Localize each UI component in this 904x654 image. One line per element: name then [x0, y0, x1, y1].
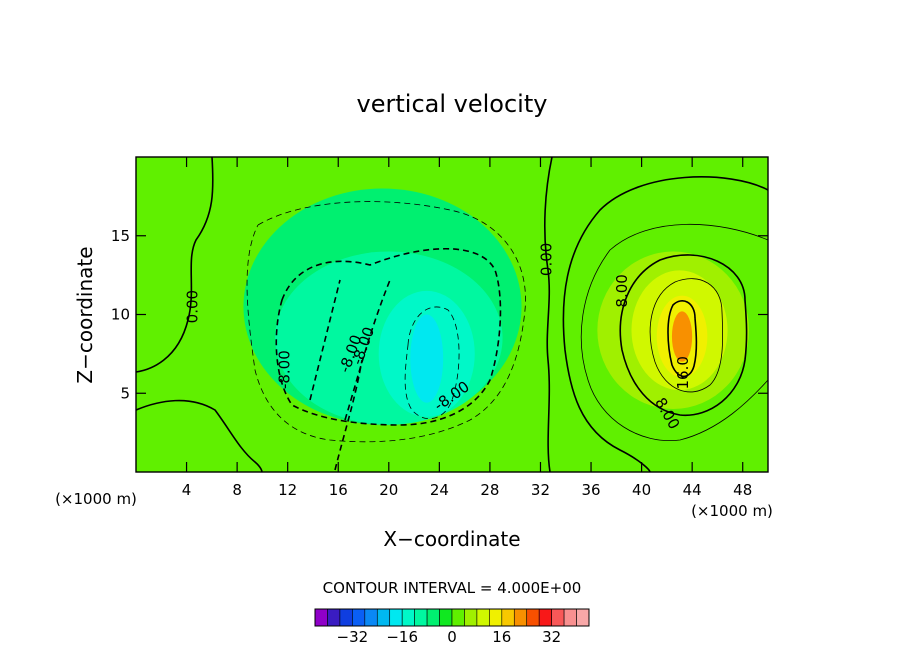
colorbar-swatch	[451, 608, 465, 627]
zero-contour-right	[562, 176, 768, 472]
negative-12-contour	[404, 306, 460, 420]
x-tick-label: 40	[632, 481, 651, 499]
x-tick-label: 28	[480, 481, 499, 499]
colorbar-swatch	[389, 608, 403, 627]
region-downdraft-16	[410, 314, 444, 403]
x-tick-label: 12	[278, 481, 297, 499]
negative-8-streak-1	[309, 279, 341, 401]
negative-8-streak-3	[334, 359, 363, 471]
colorbar-tick-label: −16	[386, 628, 418, 646]
x-axis-label: X−coordinate	[383, 527, 520, 551]
colorbar-tick-labels: −32 −16 0 16 32	[337, 628, 562, 646]
x-tick-label: 44	[683, 481, 702, 499]
x-tick-label: 8	[232, 481, 242, 499]
y-tick-label: 10	[111, 306, 130, 324]
y-axis-ticks: 5 10 15	[111, 227, 768, 402]
contour-label: 8.00	[613, 274, 631, 307]
x-tick-label: 24	[430, 481, 449, 499]
y-tick-label: 5	[120, 384, 130, 402]
chart-title: vertical velocity	[357, 90, 548, 118]
x-tick-label: 48	[733, 481, 752, 499]
colorbar-swatch	[439, 608, 453, 627]
contour-label: 16.0	[674, 356, 692, 389]
x-tick-label: 32	[531, 481, 550, 499]
zero-contour-left	[136, 157, 214, 373]
colorbar-tick-label: 16	[492, 628, 511, 646]
colorbar-swatch	[414, 608, 428, 627]
negative-8-streak-2	[344, 279, 391, 421]
contour-interval-text: CONTOUR INTERVAL = 4.000E+00	[323, 579, 582, 597]
zero-contour-left-lower	[136, 399, 263, 472]
colorbar-swatch	[376, 608, 391, 627]
colorbar-swatch	[464, 608, 478, 627]
contour-label: 0.00	[537, 243, 555, 276]
contour-field	[136, 157, 768, 472]
colorbar-tick-label: 0	[447, 628, 457, 646]
region-updraft-20	[671, 311, 693, 362]
contour-regions	[243, 188, 750, 425]
colorbar-swatch	[314, 608, 328, 627]
contour-label: 0.00	[183, 290, 201, 323]
x-tick-label: 20	[379, 481, 398, 499]
negative-8-contour	[275, 248, 502, 426]
colorbar-tick-label: 32	[542, 628, 561, 646]
colorbar-swatch	[576, 608, 590, 627]
positive-12-contour	[649, 278, 724, 393]
y-tick-label: 15	[111, 227, 130, 245]
contour-lines	[136, 157, 768, 472]
colorbar-swatch	[327, 608, 341, 627]
contour-label: -8.00	[276, 350, 294, 389]
colorbar-swatch	[339, 608, 353, 627]
colorbar-swatch	[501, 608, 515, 627]
x-tick-label: 36	[581, 481, 600, 499]
colorbar-swatch	[489, 608, 503, 627]
colorbar-swatch	[352, 608, 366, 627]
colorbar-swatch	[526, 608, 540, 627]
x-unit-right: (×1000 m)	[691, 502, 773, 520]
negative-contour-lines	[246, 201, 526, 471]
colorbar-frame	[314, 608, 590, 627]
zero-contour-center	[543, 157, 553, 472]
x-tick-label: 16	[329, 481, 348, 499]
colorbar-swatch	[401, 608, 415, 627]
x-tick-label: 4	[182, 481, 192, 499]
colorbar-swatch	[426, 608, 440, 627]
x-axis-ticks: 4 8 12 16 20 24 28 32 36 40 44 48	[182, 157, 752, 499]
positive-16-contour	[667, 300, 698, 378]
negative-4-contour	[246, 201, 526, 443]
colorbar-swatch	[563, 608, 577, 627]
y-axis-label: Z−coordinate	[73, 246, 97, 383]
colorbar-swatch	[513, 608, 528, 627]
colorbar	[314, 608, 590, 627]
positive-4-contour	[580, 223, 768, 442]
positive-8-contour	[619, 254, 748, 416]
colorbar-tick-label: −32	[337, 628, 369, 646]
x-unit-left: (×1000 m)	[55, 490, 137, 508]
colorbar-swatch	[538, 608, 552, 627]
colorbar-swatch	[364, 608, 378, 627]
colorbar-swatch	[551, 608, 565, 627]
colorbar-swatch	[476, 608, 490, 627]
